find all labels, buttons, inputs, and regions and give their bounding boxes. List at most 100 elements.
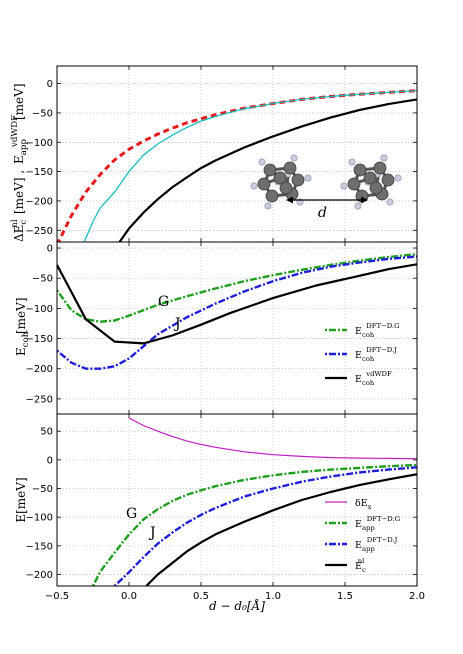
distance-arrow-head-right [361,196,368,204]
carbon-atom [363,171,377,185]
hydrogen-atom [340,182,348,190]
hydrogen-atom [354,202,362,210]
y-axis-label: ΔEcnl [meV] , EappvdWDF[meV] [10,83,29,242]
y-tick-label: 0 [47,244,53,255]
molecule-left [250,154,312,210]
series-line-e-coh-dft-d-j [57,255,417,370]
legend-label: Ecnl [355,557,366,574]
ylabel-part2: [meV] , [12,170,26,214]
annotation-j: J [173,316,181,332]
ylabel-part1-base: E [14,347,28,356]
series-line-e-app-dft-d-g [91,463,417,586]
legend-label-base: E [355,519,362,530]
annotation-g: G [126,506,137,522]
ylabel-part1-sup: nl [10,219,20,228]
legend-label: EcohvdWDF [355,370,392,387]
legend-label: EcohDFT−D.J [355,346,397,363]
y-tick-label: −150 [26,167,53,178]
hydrogen-atom [250,182,258,190]
annotation-d: d [318,205,327,221]
carbon-atom [381,173,395,187]
ylabel-part1-sub: c [19,220,29,225]
x-tick-label: 1.0 [265,591,281,602]
y-axis-label: E[meV] [14,477,28,522]
series-line--e-x [128,417,417,460]
legend-label-sub: coh [362,379,375,387]
hydrogen-atom [348,158,356,166]
legend-label-base: E [355,561,362,572]
y-tick-label: 0 [47,79,53,90]
x-tick-label: 0.5 [193,591,209,602]
axes-frame [56,241,418,415]
ylabel-part1: ΔEcnl [10,219,29,242]
x-tick-label: 1.5 [337,591,353,602]
series-line-top-1 [83,89,417,242]
legend-label-base: E [355,540,362,551]
legend-label-sup: nl [358,557,365,565]
legend-label-base: E [355,374,362,385]
legend-label-base: E [355,350,362,361]
series-line-e-c-nl [145,473,417,586]
ylabel-part3-sub: app [19,139,29,156]
legend-label-sub: app [362,524,375,532]
hydrogen-atom [394,174,402,182]
y-tick-label: −100 [26,513,53,524]
y-tick-label: −150 [26,541,53,552]
y-tick-label: −150 [26,334,53,345]
ylabel-part3-base: E [12,155,26,164]
y-tick-label: −50 [32,484,53,495]
legend-label-sup: DFT−D.G [366,322,399,330]
hydrogen-atom [258,158,266,166]
axes-frame [56,65,418,243]
series-line-e-app-dft-d-j [113,466,417,586]
legend-label-sub: app [362,545,375,553]
carbon-atom [279,181,293,195]
series-line-e-coh-dft-d-g [57,252,417,323]
ylabel-text: E[meV] [14,477,28,522]
legend-label-sub: coh [362,355,375,363]
y-tick-label: −50 [32,108,53,119]
series-group [57,89,417,242]
annotation-g: G [158,294,169,310]
y-tick-label: −200 [26,196,53,207]
x-tick-label: 0.0 [121,591,137,602]
legend-label-sub: coh [362,331,375,339]
ylabel-part1: Ecoh [14,331,31,356]
series-line-e-coh-vdwdf [57,263,417,345]
legend-label: EappDFT−D.J [355,536,398,553]
hydrogen-atom [264,202,272,210]
ylabel-part1-base: ΔE [12,225,26,242]
hydrogen-atom [304,174,312,182]
molecule-right [340,154,402,210]
carbon-atom [353,163,367,177]
x-tick-label: 2.0 [409,591,425,602]
legend-label-base: δE [355,498,368,509]
legend-label-base: E [355,326,362,337]
y-tick-label: 50 [40,427,53,438]
y-axis-label: Ecoh[meV] [14,297,31,356]
series-group [57,252,417,370]
legend-label: EappDFT−D.G [355,515,400,532]
y-tick-label: −100 [26,304,53,315]
carbon-atom [283,161,297,175]
legend-label-sup: DFT−D.J [367,536,398,544]
legend-label-sup: vdWDF [365,370,392,378]
hydrogen-atom [290,154,298,162]
x-tick-label: −0.5 [45,591,69,602]
annotation-j: J [148,525,156,541]
y-tick-label: −50 [32,274,53,285]
hydrogen-atom [386,198,394,206]
carbon-atom [265,189,279,203]
ylabel-part3-sup: vdWDF [10,115,20,148]
y-tick-label: −250 [26,394,53,405]
carbon-atom [273,171,287,185]
legend-label-sub: x [368,503,372,511]
axes-frame [56,413,418,587]
carbon-atom [257,177,271,191]
ylabel-part2: [meV] [14,297,28,334]
y-tick-label: −200 [26,570,53,581]
